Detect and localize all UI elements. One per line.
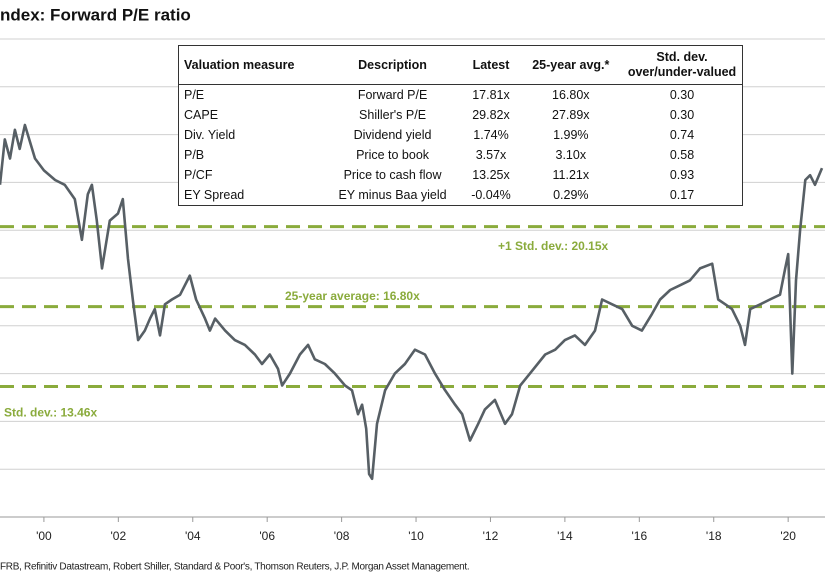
table-cell: 13.25x [472, 168, 510, 182]
x-tick-label: '12 [483, 529, 499, 543]
table-cell: 3.57x [475, 148, 507, 162]
table-cell: 0.58 [669, 148, 695, 162]
table-row: P/E Forward P/E 17.81x 16.80x 0.30 [179, 85, 743, 106]
table-cell: 0.29% [553, 188, 589, 202]
table-row: P/CF Price to cash flow 13.25x 11.21x 0.93 [179, 165, 743, 185]
table-cell: 1.74% [473, 128, 509, 142]
x-tick-label: '02 [111, 529, 127, 543]
table-cell: 27.89x [552, 108, 590, 122]
column-header: Latest [462, 45, 520, 85]
table-cell: 1.99% [553, 128, 589, 142]
table-row: P/B Price to book 3.57x 3.10x 0.58 [179, 145, 743, 165]
table-cell: P/B [184, 148, 205, 162]
column-header: 25-year avg.* [519, 45, 622, 85]
table-cell: 16.80x [552, 88, 590, 102]
table-cell: Forward P/E [357, 88, 428, 102]
x-tick-label: '10 [408, 529, 424, 543]
table-cell: 0.93 [669, 168, 695, 182]
x-tick-label: '18 [706, 529, 722, 543]
reference-label: Std. dev.: 13.46x [4, 406, 97, 420]
table-row: Div. Yield Dividend yield 1.74% 1.99% 0.74 [179, 125, 743, 145]
table-cell: P/E [184, 88, 205, 102]
x-tick-label: '20 [780, 529, 796, 543]
pe-line [0, 123, 824, 481]
table-cell: 0.30 [669, 108, 695, 122]
table-cell: CAPE [184, 108, 219, 122]
x-tick-label: '16 [631, 529, 647, 543]
table-cell: EY Spread [184, 188, 245, 202]
table-cell: 0.17 [669, 188, 695, 202]
source-note: FRB, Refinitiv Datastream, Robert Shille… [0, 562, 469, 573]
table-cell: Price to book [356, 148, 430, 162]
column-header: Valuation measure [178, 45, 323, 85]
table-cell: Dividend yield [353, 128, 432, 142]
x-tick-label: '08 [334, 529, 350, 543]
table-cell: 29.82x [472, 108, 510, 122]
chart-title: ndex: Forward P/E ratio [0, 5, 191, 24]
table-cell: Shiller's P/E [359, 108, 427, 122]
table-cell: 0.74 [669, 128, 695, 142]
x-tick-label: '06 [259, 529, 275, 543]
table-cell: 3.10x [555, 148, 587, 162]
table-cell: P/CF [184, 168, 213, 182]
reference-label: +1 Std. dev.: 20.15x [498, 239, 608, 253]
table-row: CAPE Shiller's P/E 29.82x 27.89x 0.30 [179, 105, 743, 125]
column-header: Description [322, 45, 463, 85]
table-cell: 17.81x [472, 88, 510, 102]
reference-label: 25-year average: 16.80x [285, 289, 420, 303]
table-cell: Div. Yield [184, 128, 236, 142]
column-header: Std. dev. over/under-valued [622, 45, 743, 85]
table-cell: EY minus Baa yield [338, 188, 447, 202]
table-cell: 0.30 [669, 88, 695, 102]
table-row: EY Spread EY minus Baa yield -0.04% 0.29% 0.… [179, 185, 743, 206]
table-cell: Price to cash flow [343, 168, 442, 182]
x-tick-label: '00 [36, 529, 52, 543]
table-cell: 11.21x [552, 168, 590, 182]
table-header-row: Valuation measure Description Latest 25-yea… [178, 45, 743, 85]
valuation-table: Valuation measure Description Latest 25-yea… [178, 45, 743, 206]
x-tick-label: '14 [557, 529, 573, 543]
table-cell: -0.04% [471, 188, 511, 202]
x-tick-label: '04 [185, 529, 201, 543]
